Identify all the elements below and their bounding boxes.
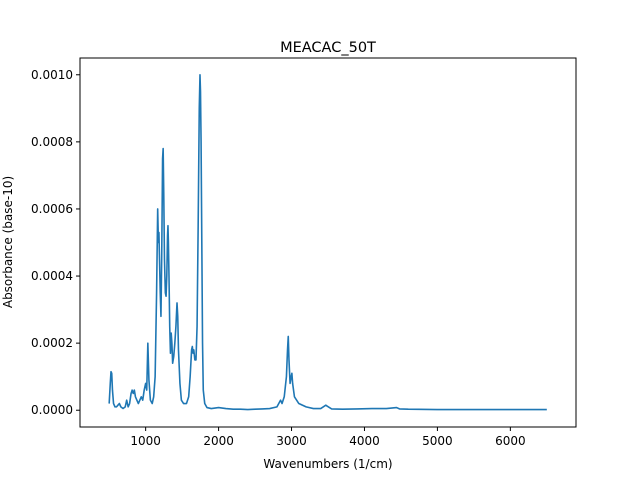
x-tick-label: 5000 xyxy=(422,434,453,448)
y-axis: 0.0000 0.0002 0.0004 0.0006 0.0008 0.0010 xyxy=(31,68,80,417)
y-tick-label: 0.0008 xyxy=(31,135,73,149)
plot-area xyxy=(108,73,547,411)
x-tick-label: 2000 xyxy=(203,434,234,448)
x-tick-label: 4000 xyxy=(349,434,380,448)
chart-title: MEACAC_50T xyxy=(280,40,376,56)
y-tick-label: 0.0000 xyxy=(31,403,73,417)
y-tick-label: 0.0010 xyxy=(31,68,73,82)
y-axis-label: Absorbance (base-10) xyxy=(1,176,15,308)
series-line-0 xyxy=(108,73,547,411)
x-tick-label: 3000 xyxy=(276,434,307,448)
axes-frame xyxy=(79,57,577,428)
x-axis: 1000 2000 3000 4000 5000 6000 xyxy=(130,427,526,448)
y-tick-label: 0.0006 xyxy=(31,202,73,216)
y-tick-label: 0.0004 xyxy=(31,269,73,283)
x-tick-label: 6000 xyxy=(495,434,526,448)
y-tick-label: 0.0002 xyxy=(31,336,73,350)
x-tick-label: 1000 xyxy=(130,434,161,448)
x-axis-label: Wavenumbers (1/cm) xyxy=(263,457,392,471)
